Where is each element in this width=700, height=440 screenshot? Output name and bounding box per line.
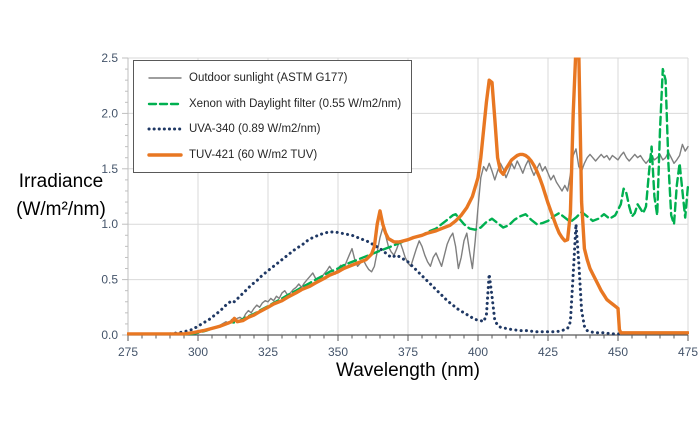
legend: Outdoor sunlight (ASTM G177) Xenon with D… — [133, 60, 412, 173]
legend-label-tuv421: TUV-421 (60 W/m2 TUV) — [189, 149, 318, 162]
x-tick-label: 475 — [678, 345, 698, 359]
legend-label-uva340: UVA-340 (0.89 W/m2/nm) — [189, 123, 321, 136]
legend-label-sunlight: Outdoor sunlight (ASTM G177) — [189, 71, 348, 84]
y-tick-label: 0.0 — [101, 328, 118, 342]
legend-item-sunlight: Outdoor sunlight (ASTM G177) — [147, 72, 405, 84]
x-tick-label: 350 — [328, 345, 348, 359]
legend-line-sample-tuv421 — [147, 153, 183, 157]
x-tick-label: 325 — [258, 345, 278, 359]
y-tick-label: 2.0 — [101, 106, 118, 120]
y-axis-title-line1: Irradiance — [18, 171, 104, 192]
y-tick-label: 1.5 — [101, 162, 118, 176]
x-tick-label: 300 — [188, 345, 208, 359]
x-tick-label: 375 — [398, 345, 418, 359]
y-tick-label: 2.5 — [101, 51, 118, 65]
x-tick-label: 450 — [608, 345, 628, 359]
y-tick-label: 1.0 — [101, 217, 118, 231]
legend-line-sample-xenon — [147, 102, 183, 105]
series-line-tuv421 — [127, 57, 689, 336]
x-axis-title: Wavelength (nm) — [336, 360, 480, 381]
y-axis-title-line2: (W/m²/nm) — [16, 199, 106, 220]
series-line-sunlight — [127, 143, 689, 336]
y-axis-title: Irradiance (W/m²/nm) — [0, 168, 122, 224]
legend-item-tuv421: TUV-421 (60 W/m2 TUV) — [147, 149, 405, 161]
x-tick-label: 400 — [468, 345, 488, 359]
series-line-uva340 — [127, 222, 626, 336]
legend-line-sample-uva340 — [147, 127, 183, 131]
y-tick-label: 0.5 — [101, 273, 118, 287]
x-tick-label: 275 — [118, 345, 138, 359]
x-tick-label: 425 — [538, 345, 558, 359]
legend-item-uva340: UVA-340 (0.89 W/m2/nm) — [147, 123, 405, 135]
legend-label-xenon: Xenon with Daylight filter (0.55 W/m2/nm… — [189, 97, 402, 110]
legend-item-xenon: Xenon with Daylight filter (0.55 W/m2/nm… — [147, 98, 405, 110]
series-group — [127, 57, 689, 336]
legend-line-sample-sunlight — [148, 77, 182, 79]
